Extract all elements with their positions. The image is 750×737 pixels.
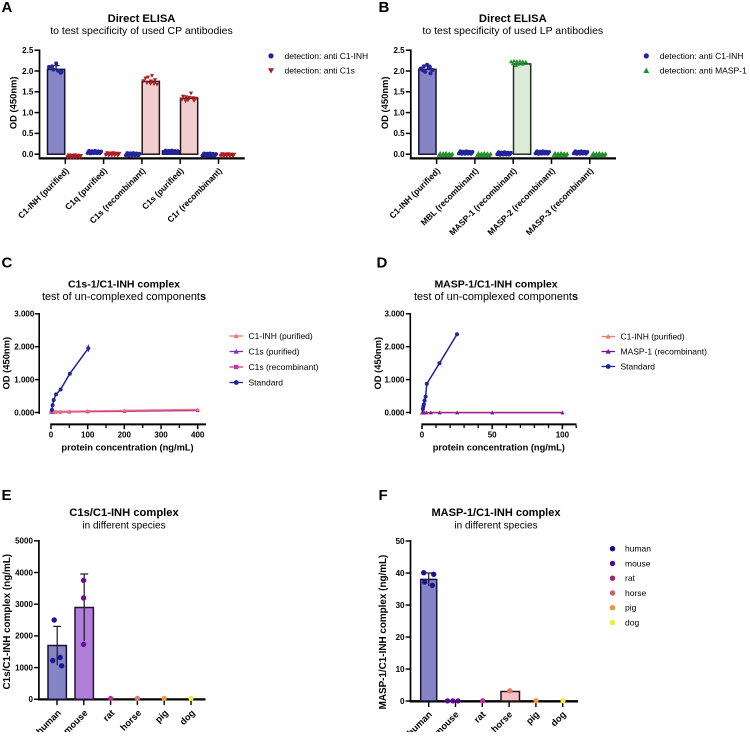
svg-text:1.000: 1.000 [14,375,35,384]
svg-text:200: 200 [118,431,132,440]
svg-text:pig: pig [153,708,170,725]
svg-text:C1-INH (purified): C1-INH (purified) [249,331,313,341]
svg-text:400: 400 [191,431,205,440]
svg-text:rat: rat [472,709,487,724]
svg-text:5000: 5000 [15,537,33,546]
svg-text:D: D [377,255,388,272]
svg-text:300: 300 [154,431,168,440]
svg-text:100: 100 [556,431,570,440]
svg-text:1.5: 1.5 [22,88,34,97]
svg-text:dog: dog [625,617,639,627]
svg-text:detection: anti C1-INH: detection: anti C1-INH [285,51,369,61]
svg-text:OD (450nm): OD (450nm) [372,337,383,390]
svg-text:E: E [2,487,12,504]
svg-text:human: human [625,544,651,554]
svg-text:3000: 3000 [15,600,33,609]
svg-text:0: 0 [400,697,405,706]
svg-text:3.000: 3.000 [384,310,405,319]
svg-text:Direct ELISA: Direct ELISA [108,13,176,25]
svg-text:MASP-1/C1-INH complex: MASP-1/C1-INH complex [432,507,562,519]
svg-text:0.000: 0.000 [384,408,405,417]
svg-text:1.000: 1.000 [384,375,405,384]
svg-text:horse: horse [118,708,143,732]
svg-text:0.5: 0.5 [393,129,405,138]
svg-text:20: 20 [396,633,405,642]
svg-text:2.000: 2.000 [384,343,405,352]
svg-text:in different species: in different species [82,520,165,531]
svg-text:mouse: mouse [61,708,89,732]
svg-text:C1s (purified): C1s (purified) [249,347,300,357]
svg-text:C: C [2,255,13,272]
svg-text:pig: pig [524,709,541,726]
svg-text:B: B [379,0,390,16]
svg-text:4000: 4000 [15,568,33,577]
svg-text:0.000: 0.000 [14,408,35,417]
svg-text:F: F [379,487,388,504]
svg-text:detection: anti C1s: detection: anti C1s [285,66,355,76]
svg-text:2.5: 2.5 [393,46,405,55]
svg-text:0: 0 [420,431,425,440]
svg-text:2.0: 2.0 [22,67,34,76]
svg-text:50: 50 [396,537,405,546]
svg-text:MASP-1/C1-INH complex: MASP-1/C1-INH complex [434,279,557,291]
svg-text:horse: horse [489,709,514,732]
svg-text:1000: 1000 [15,663,33,672]
svg-text:C1-INH (purified): C1-INH (purified) [621,332,685,342]
svg-text:rat: rat [625,573,636,583]
svg-text:dog: dog [549,709,568,728]
svg-text:MASP-2 (recombinant): MASP-2 (recombinant) [485,166,557,238]
svg-text:protein concentration (ng/mL): protein concentration (ng/mL) [433,442,565,452]
svg-text:to test specificity of used LP: to test specificity of used LP antibodie… [422,25,603,37]
svg-text:A: A [2,0,13,16]
svg-text:C1s (recombinant): C1s (recombinant) [249,362,319,372]
svg-text:2.5: 2.5 [22,46,34,55]
svg-text:0: 0 [28,695,33,704]
svg-text:mouse: mouse [432,709,460,732]
svg-text:2000: 2000 [15,632,33,641]
svg-text:C1s/C1-INH complex: C1s/C1-INH complex [69,507,179,519]
svg-text:test of un-complexed component: test of un-complexed components [42,291,206,303]
svg-text:dog: dog [178,708,197,727]
svg-text:Direct ELISA: Direct ELISA [479,13,547,25]
svg-text:30: 30 [396,601,405,610]
svg-text:40: 40 [396,569,405,578]
svg-text:2.0: 2.0 [393,67,405,76]
svg-text:horse: horse [625,588,647,598]
svg-text:detection: anti MASP-1: detection: anti MASP-1 [660,66,747,76]
svg-text:mouse: mouse [625,558,651,568]
svg-text:0.5: 0.5 [22,129,34,138]
svg-text:0.0: 0.0 [22,150,34,159]
svg-text:3.000: 3.000 [14,310,35,319]
svg-text:10: 10 [396,665,405,674]
svg-text:human: human [34,708,63,732]
svg-text:in different species: in different species [454,520,537,531]
svg-text:0.0: 0.0 [393,150,405,159]
svg-text:MASP-3 (recombinant): MASP-3 (recombinant) [524,166,596,238]
svg-text:Standard: Standard [621,362,656,372]
svg-text:50: 50 [488,431,497,440]
svg-text:OD (450nm): OD (450nm) [1,337,12,390]
svg-text:test of un-complexed component: test of un-complexed components [414,291,578,303]
svg-text:0: 0 [49,431,54,440]
svg-text:C1s/C1-INH complex (ng/mL): C1s/C1-INH complex (ng/mL) [2,554,13,690]
svg-text:OD (450nm): OD (450nm) [379,76,390,129]
svg-text:1.0: 1.0 [22,108,34,117]
svg-text:1.0: 1.0 [393,108,405,117]
svg-text:C1-INH (purified): C1-INH (purified) [16,166,71,221]
svg-text:human: human [405,709,434,732]
svg-text:to test specificity of used CP: to test specificity of used CP antibodie… [50,25,233,37]
svg-text:OD (450nm): OD (450nm) [8,76,19,129]
svg-text:MASP-1/C1-INH complex (ng/mL): MASP-1/C1-INH complex (ng/mL) [378,555,389,710]
svg-text:rat: rat [101,708,116,723]
svg-text:C1s-1/C1-INH complex: C1s-1/C1-INH complex [68,279,180,291]
svg-text:protein concentration (ng/mL): protein concentration (ng/mL) [61,442,193,452]
svg-text:1.5: 1.5 [393,88,405,97]
svg-text:pig: pig [625,603,637,613]
svg-text:100: 100 [81,431,95,440]
svg-text:Standard: Standard [249,378,284,388]
svg-text:MASP-1 (recombinant): MASP-1 (recombinant) [447,166,519,238]
svg-text:MASP-1 (recombinant): MASP-1 (recombinant) [621,347,708,357]
svg-text:detection: anti C1-INH: detection: anti C1-INH [660,51,744,61]
svg-text:2.000: 2.000 [14,343,35,352]
